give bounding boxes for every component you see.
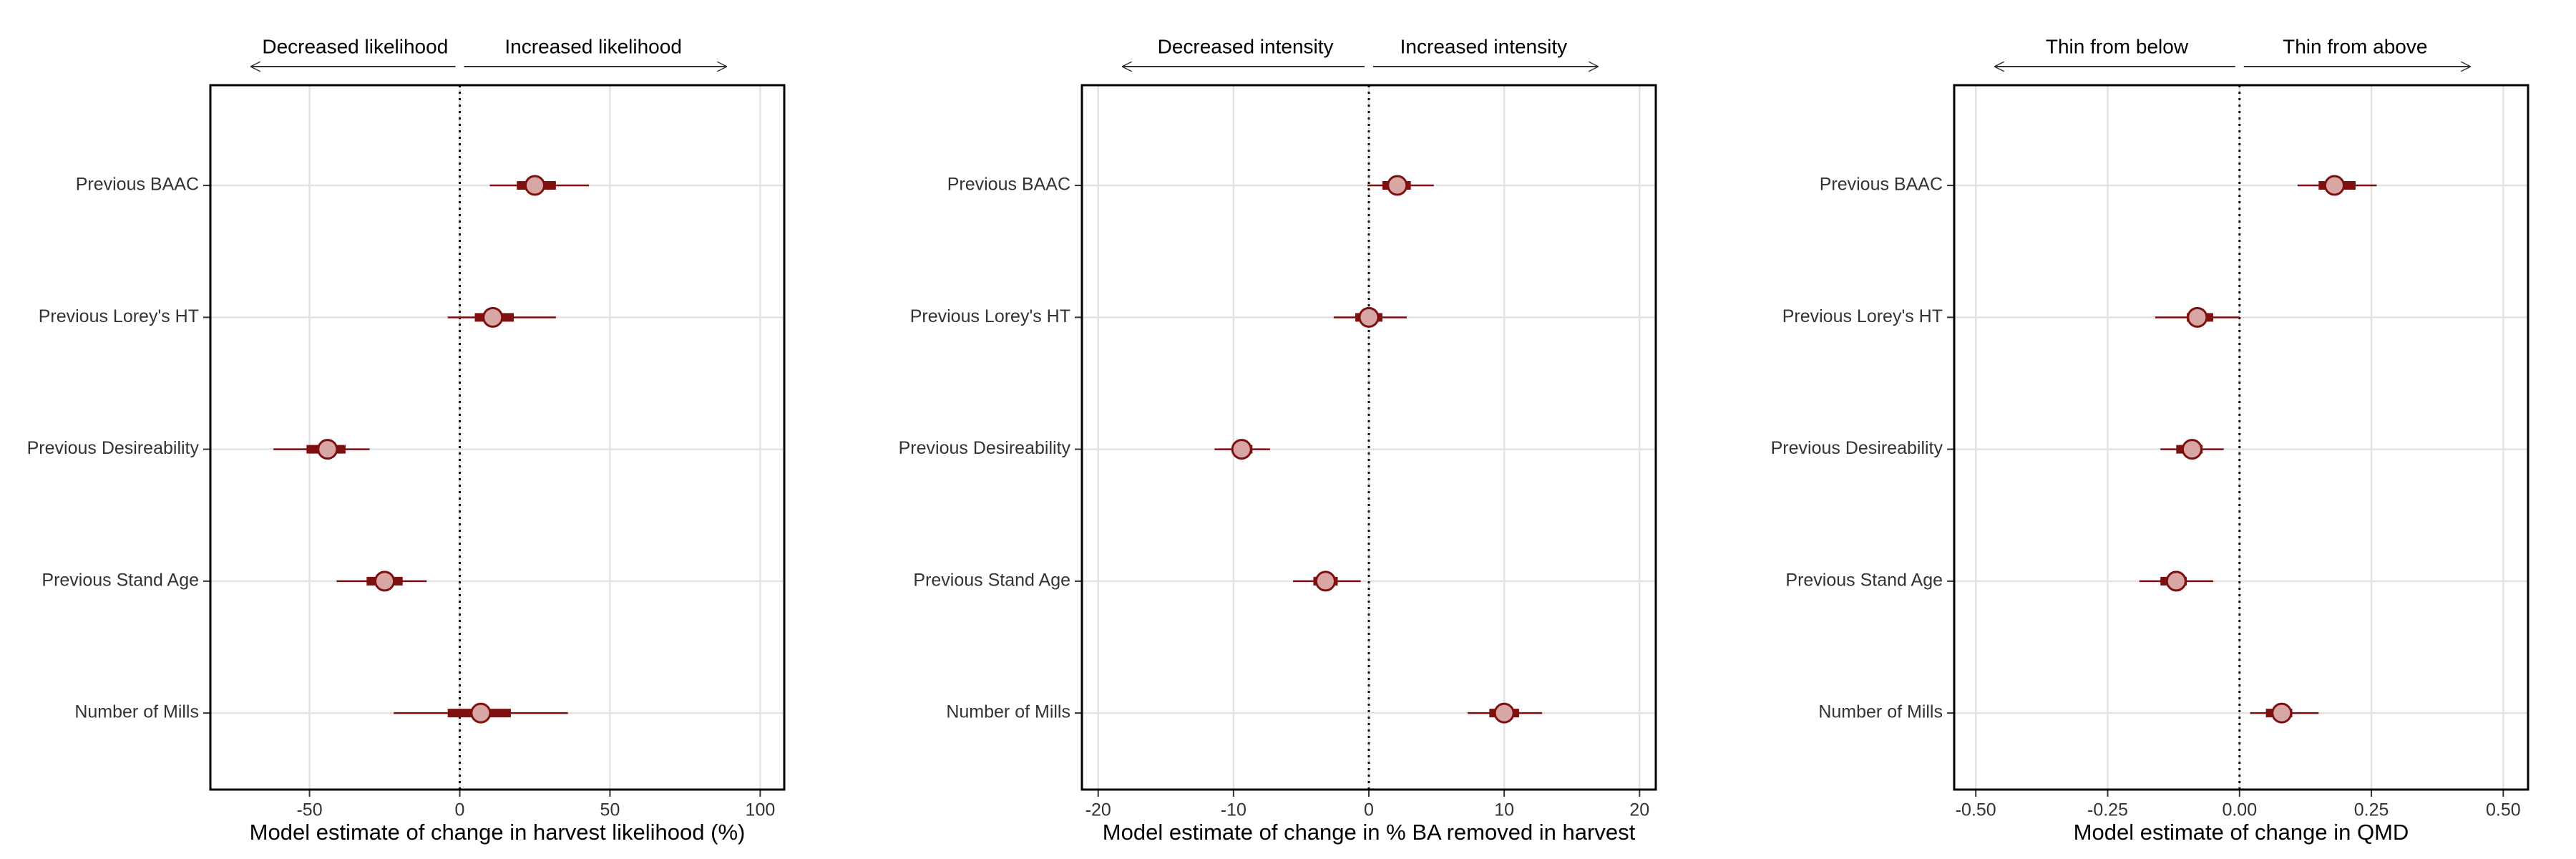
point-estimate <box>1314 571 1336 592</box>
category-label: Previous BAAC <box>76 175 199 195</box>
direction-label: Thin from above <box>2283 35 2427 57</box>
x-tick-label: 0 <box>1364 800 1374 820</box>
direction-label: Increased intensity <box>1400 35 1567 57</box>
x-axis-title: Model estimate of change in QMD <box>2074 820 2409 845</box>
x-tick-label: -10 <box>1221 800 1246 820</box>
x-tick-label: -50 <box>296 800 322 820</box>
plot-frame <box>1080 84 1657 791</box>
category-label: Previous Desireability <box>27 438 200 458</box>
category-label: Previous Stand Age <box>42 570 199 590</box>
point-estimate <box>1231 439 1252 460</box>
x-tick-label: -0.25 <box>2087 800 2128 820</box>
x-tick-label: 0 <box>455 800 465 820</box>
point-estimate <box>374 571 396 592</box>
x-axis-title: Model estimate of change in % BA removed… <box>1103 820 1636 845</box>
direction-label: Thin from below <box>2046 35 2189 57</box>
x-tick-label: 10 <box>1494 800 1514 820</box>
point-estimate <box>1358 306 1380 328</box>
category-label: Previous Lorey's HT <box>1782 306 1943 326</box>
direction-label: Increased likelihood <box>504 35 682 57</box>
point-estimate <box>470 702 492 724</box>
point-estimate <box>524 175 545 196</box>
point-estimate <box>2323 175 2345 196</box>
category-label: Number of Mills <box>1818 702 1943 722</box>
x-tick-label: 0.25 <box>2354 800 2389 820</box>
category-label: Previous Stand Age <box>913 570 1070 590</box>
point-estimate <box>2187 306 2208 328</box>
category-label: Number of Mills <box>946 702 1070 722</box>
category-label: Number of Mills <box>74 702 199 722</box>
point-estimate <box>1493 702 1515 724</box>
category-label: Previous Desireability <box>1771 438 1943 458</box>
plot-frame <box>1953 84 2529 791</box>
category-label: Previous Lorey's HT <box>910 306 1070 326</box>
category-label: Previous BAAC <box>947 175 1070 195</box>
category-label: Previous Stand Age <box>1785 570 1943 590</box>
direction-label: Decreased intensity <box>1158 35 1334 57</box>
point-estimate <box>1387 175 1408 196</box>
x-tick-label: 20 <box>1629 800 1649 820</box>
point-estimate <box>2181 439 2202 460</box>
x-tick-label: -20 <box>1085 800 1111 820</box>
point-estimate <box>482 306 504 328</box>
x-tick-label: 0.50 <box>2486 800 2521 820</box>
point-estimate <box>2165 571 2187 592</box>
x-tick-label: 50 <box>600 800 620 820</box>
x-tick-label: 0.00 <box>2222 800 2257 820</box>
x-tick-label: -0.50 <box>1956 800 1996 820</box>
x-tick-label: 100 <box>746 800 776 820</box>
x-axis-title: Model estimate of change in harvest like… <box>250 820 746 845</box>
point-estimate <box>317 439 338 460</box>
category-label: Previous BAAC <box>1820 175 1943 195</box>
point-estimate <box>2271 702 2293 724</box>
direction-label: Decreased likelihood <box>262 35 448 57</box>
category-label: Previous Desireability <box>899 438 1071 458</box>
category-label: Previous Lorey's HT <box>39 306 199 326</box>
plot-frame <box>209 84 786 791</box>
